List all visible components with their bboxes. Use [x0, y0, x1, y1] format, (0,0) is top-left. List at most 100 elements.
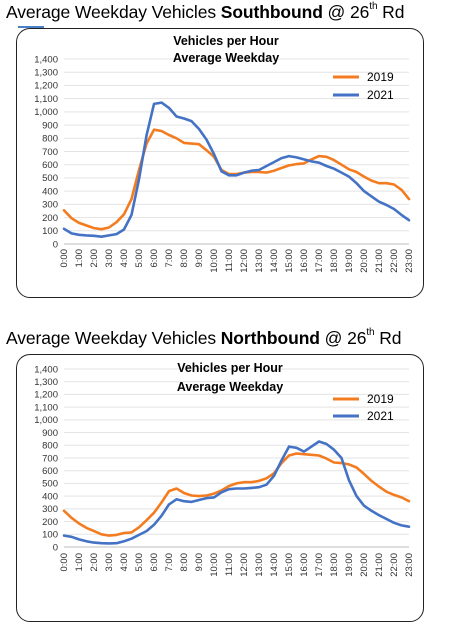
heading-text: Average Weekday Vehicles — [6, 328, 221, 348]
x-tick-label: 11:00 — [224, 249, 235, 272]
y-tick-label: 700 — [42, 147, 58, 158]
x-tick-label: 1:00 — [74, 249, 85, 268]
x-tick-label: 4:00 — [119, 553, 130, 572]
chart-title: Vehicles per Hour — [173, 34, 279, 48]
heading-superscript: th — [369, 1, 378, 12]
series-line-2021 — [62, 440, 411, 545]
x-tick-label: 19:00 — [344, 249, 355, 273]
heading-text: @ 26 — [319, 328, 367, 348]
y-tick-label: 0 — [53, 239, 58, 250]
legend-label: 2019 — [367, 392, 394, 406]
y-tick-label: 400 — [42, 491, 58, 502]
legend-label: 2021 — [367, 88, 394, 102]
x-tick-label: 12:00 — [239, 553, 250, 577]
y-tick-label: 700 — [42, 453, 58, 464]
y-tick-label: 1,300 — [34, 68, 58, 79]
legend-label: 2019 — [367, 70, 394, 84]
x-tick-label: 13:00 — [254, 553, 265, 577]
y-tick-label: 300 — [42, 200, 58, 211]
y-tick-label: 0 — [53, 542, 58, 553]
x-tick-label: 13:00 — [254, 249, 265, 273]
chart-subtitle: Average Weekday — [177, 380, 283, 394]
x-tick-label: 15:00 — [284, 249, 295, 273]
x-tick-label: 5:00 — [134, 553, 145, 572]
x-tick-label: 3:00 — [104, 553, 115, 572]
x-tick-label: 18:00 — [329, 553, 340, 577]
x-tick-label: 10:00 — [209, 553, 220, 577]
northbound-chart: 01002003004005006007008009001,0001,1001,… — [34, 361, 415, 577]
x-tick-label: 16:00 — [299, 553, 310, 577]
x-tick-label: 7:00 — [164, 249, 175, 268]
series-line-2019 — [62, 452, 411, 537]
x-tick-label: 5:00 — [134, 249, 145, 268]
x-tick-label: 21:00 — [374, 553, 385, 577]
x-tick-label: 0:00 — [59, 249, 70, 268]
x-tick-label: 10:00 — [209, 249, 220, 273]
x-tick-label: 19:00 — [344, 553, 355, 577]
y-tick-label: 900 — [42, 120, 58, 131]
heading-direction: Northbound — [220, 328, 320, 348]
southbound-chart-panel: 0 100 200 300 400 500 600 700 800 900 1,000 1,100 1,… — [16, 28, 424, 298]
y-tick-label: 1,000 — [34, 107, 58, 118]
x-tick-label: 9:00 — [194, 553, 205, 572]
x-tick-label: 12:00 — [239, 249, 250, 273]
y-tick-label: 100 — [42, 226, 58, 237]
x-tick-label: 11:00 — [224, 553, 235, 576]
y-tick-label: 1,100 — [34, 402, 58, 413]
y-tick-label: 100 — [42, 530, 58, 541]
heading-superscript: th — [366, 327, 375, 338]
x-tick-label: 7:00 — [164, 553, 175, 572]
series-line-2019 — [62, 128, 411, 231]
southbound-heading: Average Weekday Vehicles Southbound @ 26… — [6, 1, 405, 23]
x-tick-label: 15:00 — [284, 553, 295, 577]
x-tick-label: 6:00 — [149, 249, 160, 268]
chart-title: Vehicles per Hour — [177, 361, 283, 375]
x-tick-label: 20:00 — [359, 249, 370, 273]
y-tick-label: 500 — [42, 173, 58, 184]
x-tick-label: 8:00 — [179, 249, 190, 268]
y-tick-label: 600 — [42, 466, 58, 477]
x-tick-label: 23:00 — [404, 249, 415, 273]
heading-text: Rd — [377, 2, 405, 22]
x-tick-label: 22:00 — [389, 553, 400, 577]
y-tick-label: 1,200 — [34, 390, 58, 401]
heading-direction: Southbound — [220, 2, 323, 22]
x-tick-label: 18:00 — [329, 249, 340, 273]
x-tick-label: 4:00 — [119, 249, 130, 268]
y-tick-label: 1,400 — [34, 364, 58, 375]
northbound-heading: Average Weekday Vehicles Northbound @ 26… — [6, 327, 402, 349]
y-tick-label: 400 — [42, 186, 58, 197]
x-tick-label: 1:00 — [74, 553, 85, 572]
x-tick-label: 9:00 — [194, 249, 205, 268]
heading-text: Rd — [374, 328, 402, 348]
y-tick-label: 1,100 — [34, 94, 58, 105]
x-tick-label: 17:00 — [314, 553, 325, 577]
legend-label: 2021 — [367, 409, 394, 423]
y-tick-label: 800 — [42, 134, 58, 145]
y-tick-label: 200 — [42, 517, 58, 528]
x-tick-label: 6:00 — [149, 553, 160, 572]
series-line-2021 — [62, 101, 411, 238]
x-tick-label: 22:00 — [389, 249, 400, 273]
x-tick-label: 2:00 — [89, 553, 100, 572]
y-tick-label: 1,300 — [34, 377, 58, 388]
x-tick-label: 21:00 — [374, 249, 385, 273]
y-tick-label: 200 — [42, 213, 58, 224]
chart-subtitle: Average Weekday — [173, 51, 279, 65]
x-tick-label: 17:00 — [314, 249, 325, 273]
y-tick-label: 1,200 — [34, 81, 58, 92]
x-tick-label: 16:00 — [299, 249, 310, 273]
heading-text: @ 26 — [322, 2, 370, 22]
accent-line — [18, 26, 44, 28]
y-tick-label: 600 — [42, 160, 58, 171]
x-tick-label: 14:00 — [269, 553, 280, 577]
x-tick-label: 3:00 — [104, 249, 115, 268]
y-tick-label: 500 — [42, 479, 58, 490]
x-tick-label: 2:00 — [89, 249, 100, 268]
y-tick-label: 1,400 — [34, 54, 58, 65]
x-tick-label: 8:00 — [179, 553, 190, 572]
y-tick-label: 300 — [42, 504, 58, 515]
x-tick-label: 23:00 — [404, 553, 415, 577]
y-tick-label: 800 — [42, 441, 58, 452]
x-tick-label: 20:00 — [359, 553, 370, 577]
